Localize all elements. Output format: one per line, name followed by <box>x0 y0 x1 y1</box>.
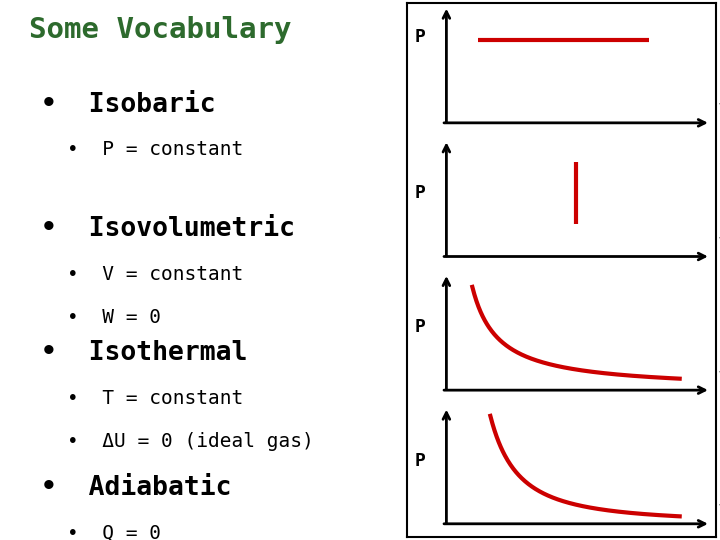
Text: V: V <box>719 370 720 388</box>
Text: Some Vocabulary: Some Vocabulary <box>30 16 292 44</box>
Text: •  Q = 0: • Q = 0 <box>68 524 161 540</box>
Text: V: V <box>719 236 720 254</box>
Text: •  Isobaric: • Isobaric <box>40 92 215 118</box>
Text: •  P = constant: • P = constant <box>68 140 243 159</box>
Text: P: P <box>415 318 426 336</box>
Text: P: P <box>415 451 426 470</box>
Text: P: P <box>415 184 426 202</box>
Text: •  Isothermal: • Isothermal <box>40 340 247 366</box>
Text: •  V = constant: • V = constant <box>68 265 243 284</box>
Text: V: V <box>719 103 720 120</box>
Text: •  Adiabatic: • Adiabatic <box>40 475 231 501</box>
Text: •  Isovolumetric: • Isovolumetric <box>40 216 294 242</box>
Text: •  ΔU = 0 (ideal gas): • ΔU = 0 (ideal gas) <box>68 432 314 451</box>
Text: •  T = constant: • T = constant <box>68 389 243 408</box>
Text: P: P <box>415 28 426 46</box>
Text: •  W = 0: • W = 0 <box>68 308 161 327</box>
Text: V: V <box>719 503 720 521</box>
